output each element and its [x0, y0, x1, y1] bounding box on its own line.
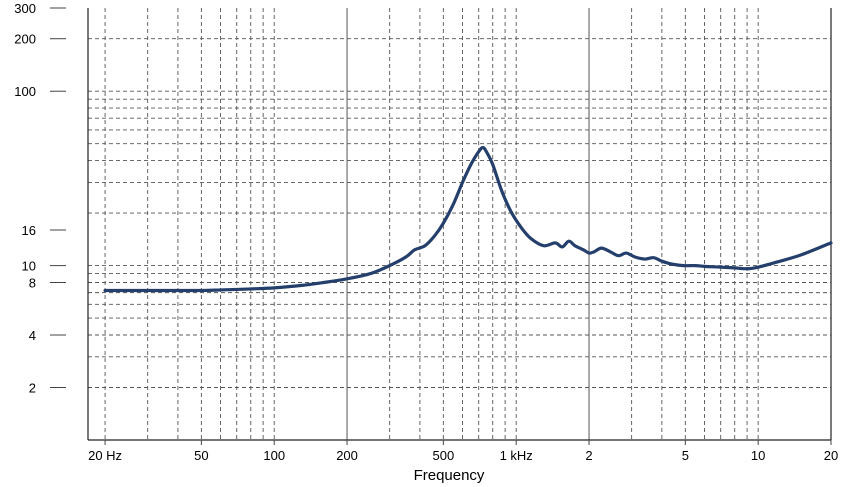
series-line-0: [103, 145, 833, 293]
x-tick-label: 500: [432, 448, 454, 463]
x-tick-label: 50: [194, 448, 208, 463]
y-tick-label: 10: [22, 259, 36, 274]
x-tick-label: 100: [263, 448, 285, 463]
y-tick-label: 2: [29, 381, 36, 396]
y-tick-label: 16: [22, 223, 36, 238]
x-tick-label: 20 Hz: [88, 448, 122, 463]
grid: [88, 8, 831, 440]
x-tick-label: 20: [824, 448, 838, 463]
y-tick-label: 8: [29, 276, 36, 291]
y-tick-label: 200: [14, 32, 36, 47]
plot-frame: [87, 8, 832, 441]
y-tick-label: 100: [14, 84, 36, 99]
y-axis-ticks: 300 200 100 16 10 8 4 2: [14, 1, 66, 396]
x-tick-label: 1 kHz: [500, 448, 533, 463]
y-tick-label: 4: [29, 328, 36, 343]
y-tick-label: 300: [14, 1, 36, 16]
x-tick-label: 200: [336, 448, 358, 463]
x-tick-label: 10: [751, 448, 765, 463]
x-axis-ticks: 20 Hz 50 100 200 500 1 kHz 2 5 10 20: [88, 440, 838, 463]
x-tick-label: 5: [682, 448, 689, 463]
x-tick-label: 2: [585, 448, 592, 463]
x-axis-label: Frequency: [414, 467, 485, 484]
series-layer: [103, 145, 833, 293]
